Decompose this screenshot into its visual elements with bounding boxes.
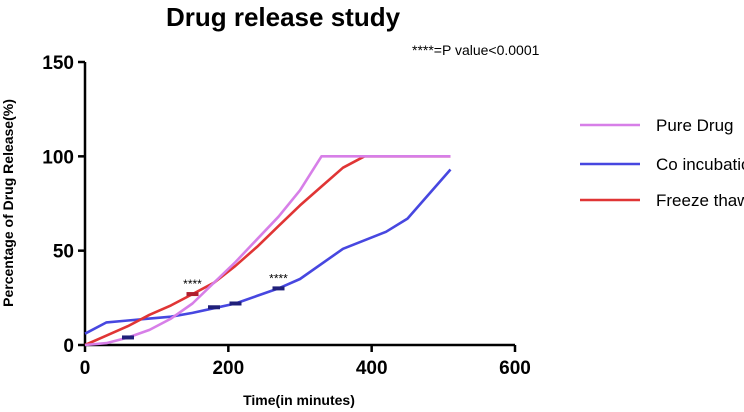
error-bar-cap	[272, 286, 285, 291]
legend-label-freeze-thaw: Freeze thaw	[656, 191, 744, 210]
series-line-co-incubation	[84, 168, 452, 335]
x-tick-label: 400	[356, 358, 388, 379]
plot-area: 0 50 100 150 0 200 400 600 **** ****	[42, 53, 531, 379]
error-bar-cap	[186, 292, 199, 297]
error-bar-cap	[229, 301, 242, 306]
y-tick-label: 0	[63, 336, 74, 357]
legend: Pure Drug Co incubation Freeze thaw	[580, 116, 744, 210]
chart-title: Drug release study	[166, 2, 401, 32]
significance-marker: ****	[183, 277, 202, 291]
y-tick-label: 50	[53, 242, 74, 263]
legend-label-co-incubation: Co incubation	[656, 155, 744, 174]
error-bar-cap	[122, 335, 134, 340]
series-line-freeze-thaw	[84, 155, 451, 347]
x-tick-label: 600	[499, 358, 531, 379]
x-tick-label: 0	[80, 358, 91, 379]
significance-note: ****=P value<0.0001	[412, 42, 540, 58]
legend-label-pure-drug: Pure Drug	[656, 116, 733, 135]
x-axis-label: Time(in minutes)	[243, 392, 355, 408]
series-line-pure-drug	[84, 155, 451, 347]
x-tick-label: 200	[212, 358, 244, 379]
y-tick-label: 150	[42, 53, 74, 74]
y-tick-label: 100	[42, 147, 74, 168]
error-bar-cap	[208, 305, 220, 310]
y-axis-label: Percentage of Drug Release(%)	[0, 99, 16, 307]
significance-marker: ****	[269, 271, 288, 285]
